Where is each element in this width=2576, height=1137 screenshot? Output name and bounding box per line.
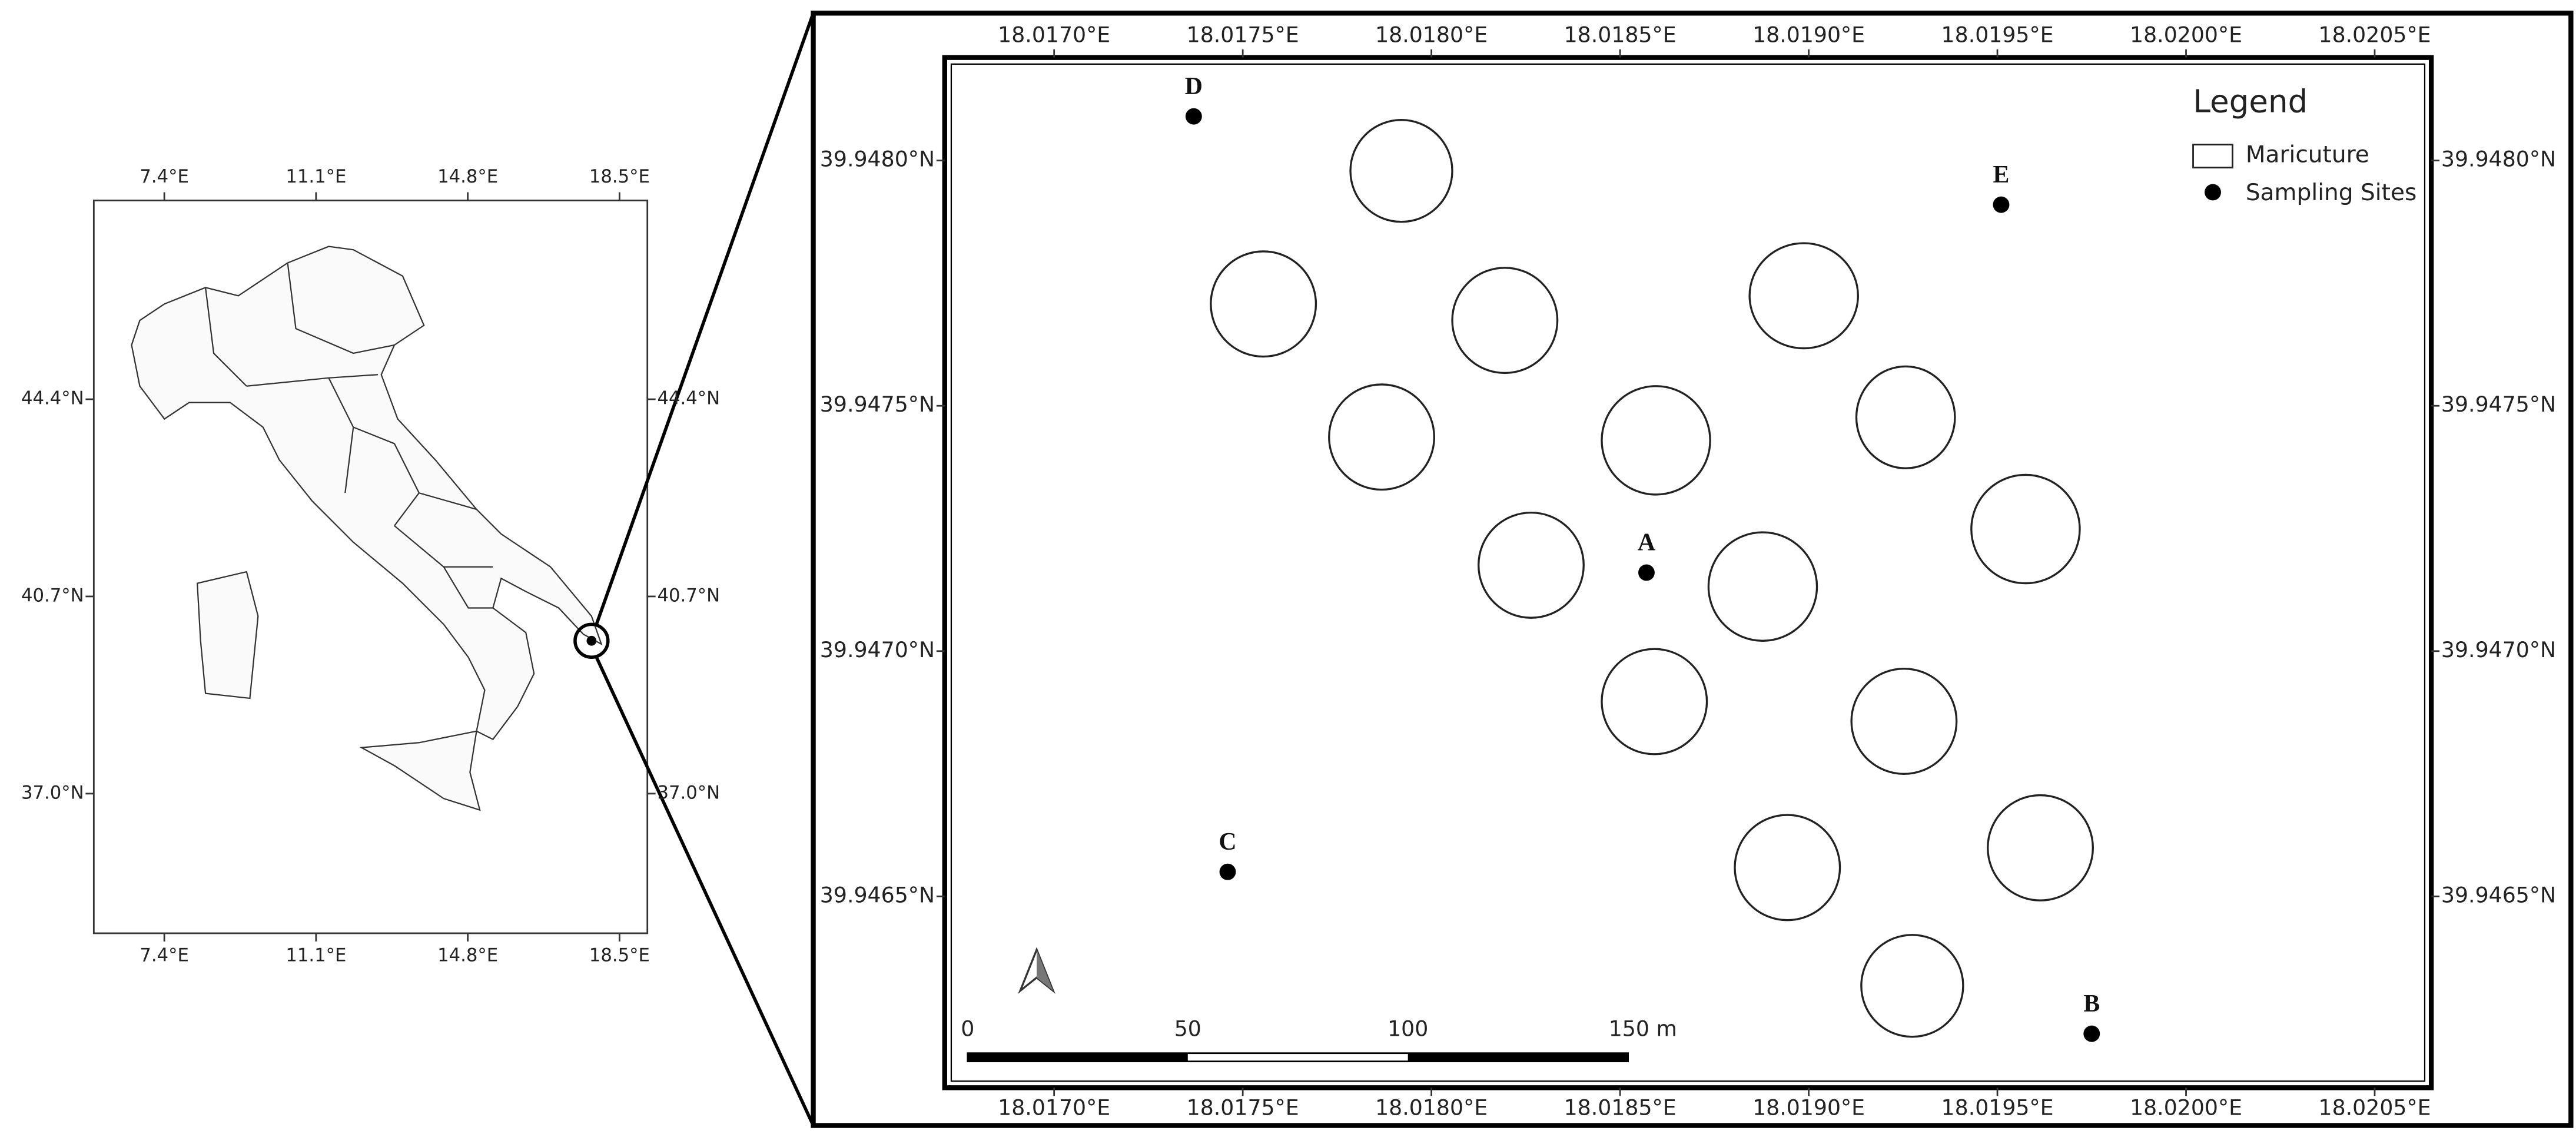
- lat-tick-label: 39.9475°N: [820, 392, 935, 417]
- cage: [1734, 814, 1841, 921]
- cage: [1601, 385, 1711, 496]
- cage: [1328, 383, 1436, 491]
- lat-tick-label: 39.9465°N: [2441, 882, 2556, 907]
- sampling-site: [1638, 564, 1655, 581]
- lat-tick-label: 39.9470°N: [2441, 637, 2556, 662]
- lon-tick-label: 18.0195°E: [1941, 1095, 2054, 1121]
- cage: [1748, 242, 1859, 350]
- lat-tick-label: 40.7°N: [657, 585, 720, 606]
- lon-tick-label: 18.0205°E: [2319, 1095, 2431, 1121]
- lon-tick-label: 18.0200°E: [2130, 22, 2242, 47]
- cage: [1860, 934, 1964, 1038]
- lon-tick-label: 11.1°E: [286, 167, 346, 187]
- legend-label: Maricuture: [2246, 142, 2369, 168]
- cage: [1451, 267, 1559, 374]
- lon-tick-label: 18.0185°E: [1564, 22, 1677, 47]
- legend-swatch: [2205, 184, 2221, 201]
- north-arrow-shade: [1037, 949, 1053, 991]
- lat-tick-label: 44.4°N: [21, 389, 84, 409]
- lon-tick-label: 18.5°E: [589, 946, 650, 966]
- sampling-site: [1993, 196, 2010, 213]
- cage: [1970, 473, 2081, 585]
- zoom-line: [595, 657, 815, 1126]
- sicily: [359, 730, 481, 811]
- cage: [1850, 668, 1958, 775]
- lon-tick-label: 18.0190°E: [1752, 1095, 1865, 1121]
- cage: [1349, 119, 1453, 223]
- lat-tick-label: 39.9470°N: [820, 637, 935, 662]
- lat-tick-label: 40.7°N: [21, 585, 84, 606]
- legend-swatch: [2192, 144, 2233, 169]
- lat-tick-label: 39.9475°N: [2441, 392, 2556, 417]
- site-label: D: [1185, 73, 1203, 100]
- site-label: B: [2083, 990, 2100, 1017]
- cage: [1478, 511, 1585, 619]
- lat-tick-label: 39.9480°N: [2441, 147, 2556, 172]
- zoom-line: [595, 12, 815, 625]
- site-location: [586, 635, 597, 646]
- lon-tick-label: 11.1°E: [286, 946, 346, 966]
- scale-bar-segment: [1407, 1053, 1628, 1062]
- scale-label: 150 m: [1609, 1016, 1677, 1042]
- sampling-site: [1185, 108, 1202, 125]
- lon-tick-label: 18.0175°E: [1187, 22, 1299, 47]
- cage: [1987, 794, 2094, 901]
- site-label: A: [1638, 529, 1655, 556]
- legend-title: Legend: [2193, 83, 2308, 120]
- italy-mainland: [131, 246, 603, 741]
- legend-label: Sampling Sites: [2246, 180, 2417, 206]
- lon-tick-label: 18.0185°E: [1564, 1095, 1677, 1121]
- lon-tick-label: 18.0190°E: [1752, 22, 1865, 47]
- lat-tick-label: 39.9480°N: [820, 147, 935, 172]
- region-borders: [204, 263, 493, 609]
- cage: [1855, 365, 1956, 469]
- scale-label: 50: [1174, 1016, 1201, 1042]
- site-label: E: [1993, 161, 2010, 188]
- scale-label: 0: [961, 1016, 974, 1042]
- sardinia: [196, 571, 259, 700]
- lon-tick-label: 14.8°E: [437, 167, 498, 187]
- lon-tick-label: 18.0180°E: [1375, 1095, 1488, 1121]
- detail-inner-frame: [950, 63, 2426, 1082]
- lat-tick-label: 37.0°N: [21, 783, 84, 803]
- lon-tick-label: 18.0195°E: [1941, 22, 2054, 47]
- lon-tick-label: 18.0200°E: [2130, 1095, 2242, 1121]
- cage: [1707, 531, 1818, 642]
- cage: [1210, 250, 1317, 358]
- lon-tick-label: 7.4°E: [140, 946, 189, 966]
- detail-frame: [942, 55, 2434, 1090]
- scale-bar-segment: [967, 1053, 1188, 1062]
- lat-tick-label: 39.9465°N: [820, 882, 935, 907]
- cage: [1601, 648, 1708, 755]
- lon-tick-label: 14.8°E: [437, 946, 498, 966]
- lon-tick-label: 18.0170°E: [998, 1095, 1110, 1121]
- site-label: C: [1219, 828, 1236, 856]
- sampling-site: [1219, 863, 1236, 880]
- lon-tick-label: 18.0170°E: [998, 22, 1110, 47]
- lon-tick-label: 7.4°E: [140, 167, 189, 187]
- scale-label: 100: [1387, 1016, 1428, 1042]
- sampling-site: [2083, 1025, 2100, 1042]
- lat-tick-label: 44.4°N: [657, 389, 720, 409]
- lon-tick-label: 18.5°E: [589, 167, 650, 187]
- lat-tick-label: 37.0°N: [657, 783, 720, 803]
- site-highlight: [573, 622, 610, 659]
- lon-tick-label: 18.0175°E: [1187, 1095, 1299, 1121]
- lon-tick-label: 18.0180°E: [1375, 22, 1488, 47]
- mariculture-cages: [1210, 119, 2094, 1038]
- lon-tick-label: 18.0205°E: [2319, 22, 2431, 47]
